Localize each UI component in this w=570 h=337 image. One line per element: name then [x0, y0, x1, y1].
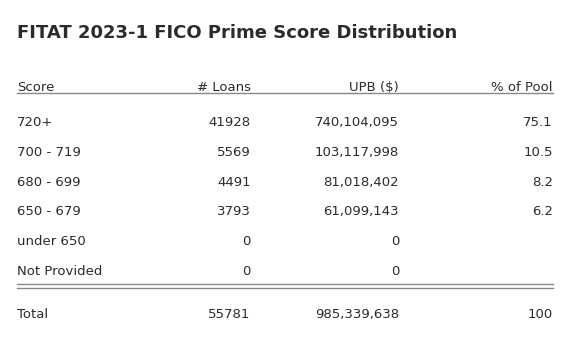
Text: UPB ($): UPB ($): [349, 81, 399, 94]
Text: Total: Total: [17, 308, 48, 321]
Text: 6.2: 6.2: [532, 205, 553, 218]
Text: # Loans: # Loans: [197, 81, 251, 94]
Text: 81,018,402: 81,018,402: [323, 176, 399, 189]
Text: 103,117,998: 103,117,998: [315, 146, 399, 159]
Text: 720+: 720+: [17, 116, 54, 129]
Text: 55781: 55781: [209, 308, 251, 321]
Text: 5569: 5569: [217, 146, 251, 159]
Text: 0: 0: [390, 235, 399, 248]
Text: Score: Score: [17, 81, 55, 94]
Text: Not Provided: Not Provided: [17, 265, 103, 278]
Text: 75.1: 75.1: [523, 116, 553, 129]
Text: 680 - 699: 680 - 699: [17, 176, 80, 189]
Text: 4491: 4491: [217, 176, 251, 189]
Text: 100: 100: [528, 308, 553, 321]
Text: 740,104,095: 740,104,095: [315, 116, 399, 129]
Text: FITAT 2023-1 FICO Prime Score Distribution: FITAT 2023-1 FICO Prime Score Distributi…: [17, 24, 457, 41]
Text: % of Pool: % of Pool: [491, 81, 553, 94]
Text: 650 - 679: 650 - 679: [17, 205, 81, 218]
Text: 10.5: 10.5: [523, 146, 553, 159]
Text: 61,099,143: 61,099,143: [323, 205, 399, 218]
Text: 0: 0: [242, 265, 251, 278]
Text: 985,339,638: 985,339,638: [315, 308, 399, 321]
Text: 0: 0: [242, 235, 251, 248]
Text: 8.2: 8.2: [532, 176, 553, 189]
Text: 700 - 719: 700 - 719: [17, 146, 81, 159]
Text: under 650: under 650: [17, 235, 86, 248]
Text: 3793: 3793: [217, 205, 251, 218]
Text: 0: 0: [390, 265, 399, 278]
Text: 41928: 41928: [209, 116, 251, 129]
